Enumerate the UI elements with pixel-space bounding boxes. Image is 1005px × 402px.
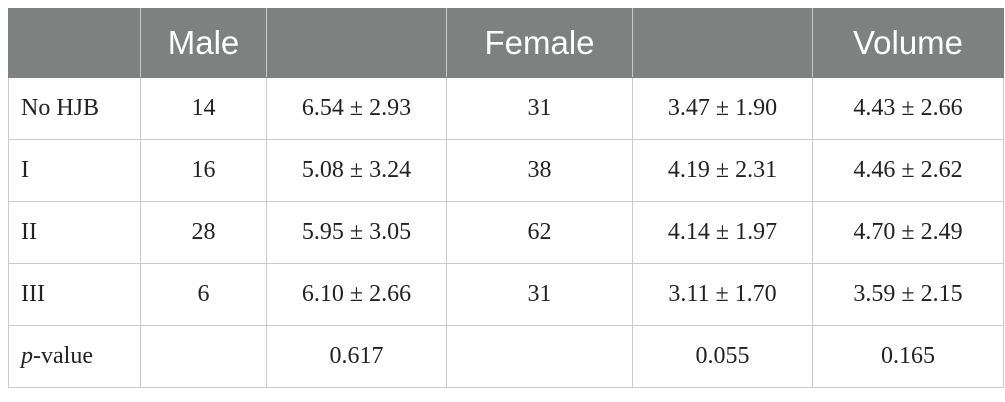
pvalue-cell: 0.165 — [812, 325, 1004, 388]
table-row: No HJB 14 6.54 ± 2.93 31 3.47 ± 1.90 4.4… — [8, 77, 1004, 140]
table-cell: 5.08 ± 3.24 — [266, 139, 447, 202]
header-cell-blank-1 — [266, 8, 447, 78]
pvalue-cell: 0.055 — [632, 325, 813, 388]
table-cell: 62 — [446, 201, 633, 264]
table-cell: 28 — [140, 201, 267, 264]
table-cell: 38 — [446, 139, 633, 202]
data-table-container: Male Female Volume No HJB 14 6.54 ± 2.93… — [8, 8, 1004, 388]
row-label: I — [8, 139, 141, 202]
pvalue-row-label: p-value — [8, 325, 141, 388]
table-cell: 3.59 ± 2.15 — [812, 263, 1004, 326]
header-cell-male: Male — [140, 8, 267, 78]
pvalue-row: p-value 0.617 0.055 0.165 — [8, 325, 1004, 388]
table-cell: 3.11 ± 1.70 — [632, 263, 813, 326]
row-label: No HJB — [8, 77, 141, 140]
table-row: III 6 6.10 ± 2.66 31 3.11 ± 1.70 3.59 ± … — [8, 263, 1004, 326]
table-cell: 4.43 ± 2.66 — [812, 77, 1004, 140]
table-cell: 6 — [140, 263, 267, 326]
table-cell: 14 — [140, 77, 267, 140]
header-cell-female: Female — [446, 8, 633, 78]
table-cell: 4.70 ± 2.49 — [812, 201, 1004, 264]
table-cell: 6.54 ± 2.93 — [266, 77, 447, 140]
table-cell: 16 — [140, 139, 267, 202]
pvalue-label-italic: p — [21, 343, 33, 369]
table-row: II 28 5.95 ± 3.05 62 4.14 ± 1.97 4.70 ± … — [8, 201, 1004, 264]
header-cell-volume: Volume — [812, 8, 1004, 78]
row-label: II — [8, 201, 141, 264]
table-cell: 4.46 ± 2.62 — [812, 139, 1004, 202]
pvalue-cell — [140, 325, 267, 388]
pvalue-cell: 0.617 — [266, 325, 447, 388]
table-cell: 31 — [446, 263, 633, 326]
data-table: Male Female Volume No HJB 14 6.54 ± 2.93… — [8, 8, 1004, 388]
header-cell-blank-2 — [632, 8, 813, 78]
pvalue-label-rest: -value — [33, 343, 93, 369]
pvalue-cell — [446, 325, 633, 388]
table-cell: 31 — [446, 77, 633, 140]
table-cell: 4.14 ± 1.97 — [632, 201, 813, 264]
table-row: I 16 5.08 ± 3.24 38 4.19 ± 2.31 4.46 ± 2… — [8, 139, 1004, 202]
table-cell: 3.47 ± 1.90 — [632, 77, 813, 140]
table-cell: 5.95 ± 3.05 — [266, 201, 447, 264]
header-row: Male Female Volume — [8, 8, 1004, 78]
table-cell: 4.19 ± 2.31 — [632, 139, 813, 202]
header-cell-empty — [8, 8, 141, 78]
row-label: III — [8, 263, 141, 326]
table-cell: 6.10 ± 2.66 — [266, 263, 447, 326]
